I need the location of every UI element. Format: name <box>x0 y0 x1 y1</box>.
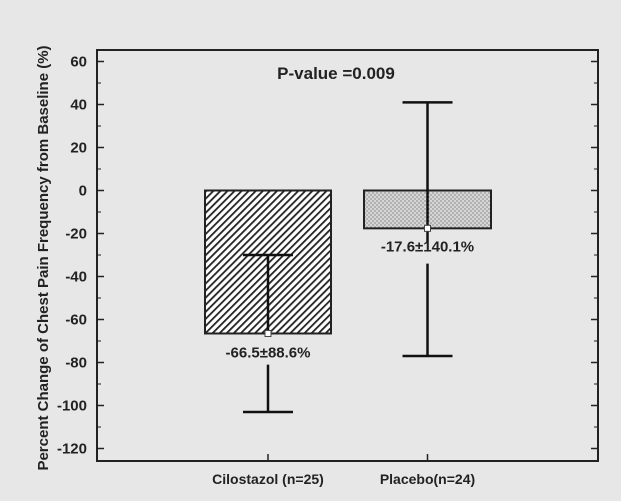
data-labels: -66.5±88.6% -17.6±140.1% <box>226 238 475 361</box>
bars <box>204 189 492 335</box>
y-tick-label: -80 <box>65 355 87 372</box>
y-tick-label: -40 <box>65 269 87 286</box>
p-value-annotation: P-value =0.009 <box>277 64 395 83</box>
x-tick-label: Cilostazol (n=25) <box>212 471 324 487</box>
y-tick-label: 60 <box>70 54 87 71</box>
y-tick-label: -120 <box>57 441 87 458</box>
y-tick-label: 40 <box>70 97 87 114</box>
data-label: -17.6±140.1% <box>381 238 474 255</box>
y-tick-label: -60 <box>65 312 87 329</box>
x-tick-label: Placebo(n=24) <box>380 471 475 487</box>
mean-marker <box>264 329 272 337</box>
y-tick-label: 20 <box>70 140 87 157</box>
y-tick-label: 0 <box>79 183 87 200</box>
mean-marker <box>424 224 431 232</box>
y-tick-label: -20 <box>65 226 87 243</box>
y-axis: 60 40 20 0 -20 -40 -60 -80 -100 -120 <box>57 54 598 458</box>
error-bars <box>243 101 453 414</box>
y-axis-label: Percent Change of Chest Pain Frequency f… <box>35 45 52 470</box>
plot-area <box>96 49 599 462</box>
data-label: -66.5±88.6% <box>226 344 311 361</box>
y-tick-label: -100 <box>57 398 87 415</box>
x-axis: Cilostazol (n=25) Placebo(n=24) <box>212 454 475 487</box>
